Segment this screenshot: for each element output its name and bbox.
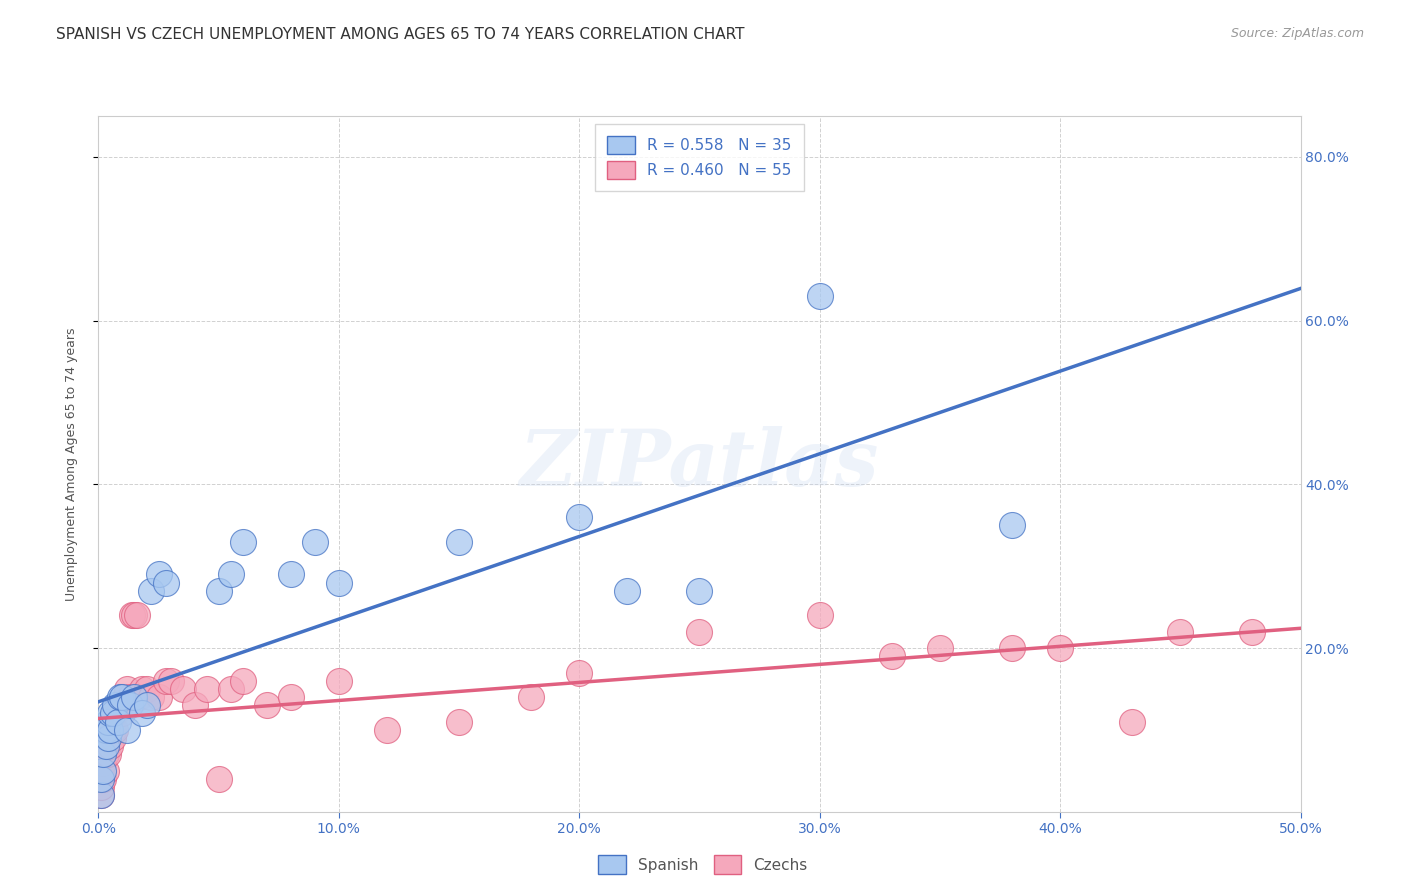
Point <box>1001 640 1024 655</box>
Point <box>1049 640 1071 655</box>
Point <box>148 690 170 705</box>
Point <box>141 583 163 598</box>
Point <box>280 690 302 705</box>
Point <box>125 608 148 623</box>
Point <box>219 681 242 696</box>
Point <box>183 698 205 713</box>
Point <box>1001 518 1024 533</box>
Point <box>91 747 114 762</box>
Point <box>328 673 350 688</box>
Point <box>155 575 177 590</box>
Point <box>928 640 950 655</box>
Point <box>689 583 711 598</box>
Point <box>808 289 831 303</box>
Point <box>90 789 112 803</box>
Point <box>447 714 470 729</box>
Point <box>117 681 139 696</box>
Point <box>148 567 170 582</box>
Point <box>304 534 326 549</box>
Point <box>568 510 591 524</box>
Point <box>808 608 831 623</box>
Point <box>118 698 141 713</box>
Point <box>90 789 112 803</box>
Point <box>100 706 122 721</box>
Point <box>111 690 134 705</box>
Point <box>91 739 114 754</box>
Point <box>616 583 638 598</box>
Point <box>101 706 124 721</box>
Point <box>280 567 302 582</box>
Point <box>91 772 114 786</box>
Point <box>155 673 177 688</box>
Point <box>107 714 129 729</box>
Point <box>689 624 711 639</box>
Point <box>447 534 470 549</box>
Point <box>208 583 231 598</box>
Point <box>94 764 117 778</box>
Point <box>107 698 129 713</box>
Point <box>91 756 114 770</box>
Point <box>94 739 117 754</box>
Point <box>101 731 124 745</box>
Point <box>256 698 278 713</box>
Point <box>1121 714 1143 729</box>
Point <box>568 665 591 680</box>
Legend: Spanish, Czechs: Spanish, Czechs <box>592 849 814 880</box>
Y-axis label: Unemployment Among Ages 65 to 74 years: Unemployment Among Ages 65 to 74 years <box>65 327 77 600</box>
Point <box>1241 624 1264 639</box>
Point <box>100 723 122 737</box>
Point <box>97 731 120 745</box>
Point <box>97 731 120 745</box>
Point <box>90 772 112 786</box>
Text: SPANISH VS CZECH UNEMPLOYMENT AMONG AGES 65 TO 74 YEARS CORRELATION CHART: SPANISH VS CZECH UNEMPLOYMENT AMONG AGES… <box>56 27 745 42</box>
Point <box>108 690 131 705</box>
Point <box>131 706 153 721</box>
Point <box>124 690 146 705</box>
Point <box>100 739 122 754</box>
Point <box>328 575 350 590</box>
Point <box>124 608 146 623</box>
Point <box>104 706 127 721</box>
Point <box>90 780 112 794</box>
Point <box>131 681 153 696</box>
Point <box>375 723 398 737</box>
Point <box>520 690 543 705</box>
Point <box>100 723 122 737</box>
Point <box>94 731 117 745</box>
Point <box>114 690 136 705</box>
Legend: R = 0.558   N = 35, R = 0.460   N = 55: R = 0.558 N = 35, R = 0.460 N = 55 <box>595 124 804 192</box>
Point <box>121 608 143 623</box>
Point <box>128 690 150 705</box>
Text: ZIPatlas: ZIPatlas <box>520 425 879 502</box>
Point <box>104 723 127 737</box>
Point <box>111 706 134 721</box>
Point <box>94 723 117 737</box>
Point <box>117 723 139 737</box>
Point <box>118 690 141 705</box>
Point <box>208 772 231 786</box>
Point <box>135 681 157 696</box>
Point <box>135 698 157 713</box>
Point <box>94 747 117 762</box>
Point <box>97 714 120 729</box>
Point <box>104 698 127 713</box>
Point <box>232 673 254 688</box>
Point <box>101 723 124 737</box>
Point <box>880 649 903 664</box>
Point <box>108 698 131 713</box>
Point <box>195 681 218 696</box>
Point <box>1170 624 1192 639</box>
Point <box>97 747 120 762</box>
Point <box>159 673 181 688</box>
Point <box>232 534 254 549</box>
Point <box>219 567 242 582</box>
Point <box>90 764 112 778</box>
Point <box>141 690 163 705</box>
Point <box>172 681 194 696</box>
Point <box>91 764 114 778</box>
Text: Source: ZipAtlas.com: Source: ZipAtlas.com <box>1230 27 1364 40</box>
